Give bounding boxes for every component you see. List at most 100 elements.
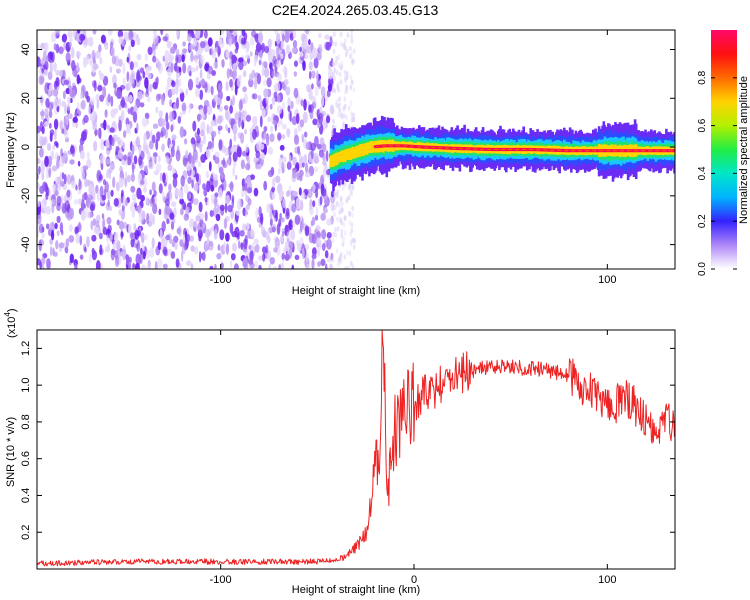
spec-noise-cell [175,48,180,57]
spec-noise-cell [165,112,169,123]
spec-noise-cell [97,127,102,139]
spec-noise-cell [225,49,230,59]
spec-noise-cell [151,237,155,249]
spec-noise-cell [233,30,238,37]
spec-noise-cell [59,120,64,130]
spec-noise-cell [318,149,324,158]
spec-noise-cell [226,68,231,79]
spec-noise-cell [343,230,347,236]
spec-noise-cell [138,155,143,166]
spec-noise-cell [277,94,281,103]
spec-noise-cell [202,222,205,229]
spec-noise-cell [302,60,306,71]
spec-noise-cell [148,140,154,150]
spec-noise-cell [242,223,247,232]
spec-noise-cell [318,112,323,125]
spec-noise-cell [278,167,281,175]
spec-noise-cell [210,130,217,138]
spec-noise-cell [344,75,347,81]
spec-noise-cell [269,209,273,220]
spec-noise-cell [208,161,212,172]
colorbar: 0.0 0.2 0.4 0.6 0.8 Normalized spectral ampl… [697,30,750,276]
spec-noise-cell [70,145,75,155]
spec-noise-cell [260,152,265,160]
spec-noise-cell [335,201,339,207]
spec-noise-cell [122,77,127,86]
spec-noise-cell [54,176,59,184]
spec-noise-cell [188,44,194,51]
spec-noise-cell [125,199,128,207]
spec-noise-cell [293,134,300,145]
spec-noise-cell [144,77,149,89]
spec-noise-cell [92,110,97,117]
spec-noise-cell [168,183,172,192]
spec-noise-cell [211,140,215,149]
spec-y-tick-label: 40 [20,43,32,55]
spec-noise-cell [268,263,272,269]
spec-noise-cell [331,202,335,208]
spec-noise-cell [158,110,163,118]
spec-noise-cell [103,119,107,131]
spec-noise-cell [271,186,275,193]
spec-noise-cell [75,233,81,244]
spec-noise-cell [218,139,223,151]
spectrogram-y-axis: -40 -20 0 20 40 [20,43,675,253]
spec-noise-cell [39,96,44,104]
spec-noise-cell [244,144,249,153]
spec-noise-cell [350,222,354,228]
spec-noise-cell [68,113,73,119]
spec-noise-cell [160,126,166,137]
spec-noise-cell [175,97,180,110]
spec-noise-cell [315,206,319,216]
spec-noise-cell [258,49,263,61]
spec-noise-cell [86,151,90,160]
spec-noise-cell [291,47,298,54]
spec-noise-cell [110,189,114,197]
spec-noise-cell [49,62,53,75]
spec-noise-cell [53,97,59,109]
spec-noise-cell [200,55,205,65]
spec-noise-cell [93,63,99,70]
spec-noise-cell [185,150,189,159]
spec-noise-cell [210,85,214,96]
spec-noise-cell [66,189,71,198]
spec-noise-cell [207,65,214,75]
spec-noise-cell [195,87,200,98]
spec-noise-cell [339,251,343,258]
spec-noise-cell [213,173,218,181]
spec-noise-cell [147,72,152,80]
spec-noise-cell [144,91,150,98]
spec-noise-cell [179,91,185,102]
spec-noise-cell [93,80,97,92]
spec-noise-cell [291,203,297,213]
spec-noise-cell [288,240,294,249]
spec-noise-cell [63,173,67,185]
spec-noise-cell [272,265,278,269]
spec-noise-cell [145,66,149,77]
colorbar-tick-label: 0.6 [697,118,708,132]
spec-noise-cell [339,196,343,202]
spec-noise-cell [204,211,208,222]
spec-noise-cell [350,190,354,197]
spec-noise-cell [109,66,113,73]
spec-noise-cell [104,246,110,253]
spec-noise-cell [346,48,349,54]
spec-noise-cell [243,238,248,250]
spec-noise-cell [282,247,287,254]
spec-noise-cell [130,232,134,239]
spec-noise-cell [171,88,176,96]
spec-noise-cell [292,40,298,49]
spec-noise-cell [119,165,123,174]
spec-noise-cell [229,105,234,114]
spec-noise-cell [107,93,111,103]
figure-title: C2E4.2024.265.03.45.G13 [272,2,439,18]
spec-noise-cell [49,51,53,61]
spec-noise-cell [254,244,260,253]
spec-noise-cell [190,245,195,252]
spec-noise-cell [245,47,250,54]
spec-noise-cell [74,111,78,118]
spec-noise-cell [335,69,339,76]
spec-noise-cell [167,164,173,172]
spec-noise-cell [37,43,41,51]
spec-noise-cell [242,114,246,123]
